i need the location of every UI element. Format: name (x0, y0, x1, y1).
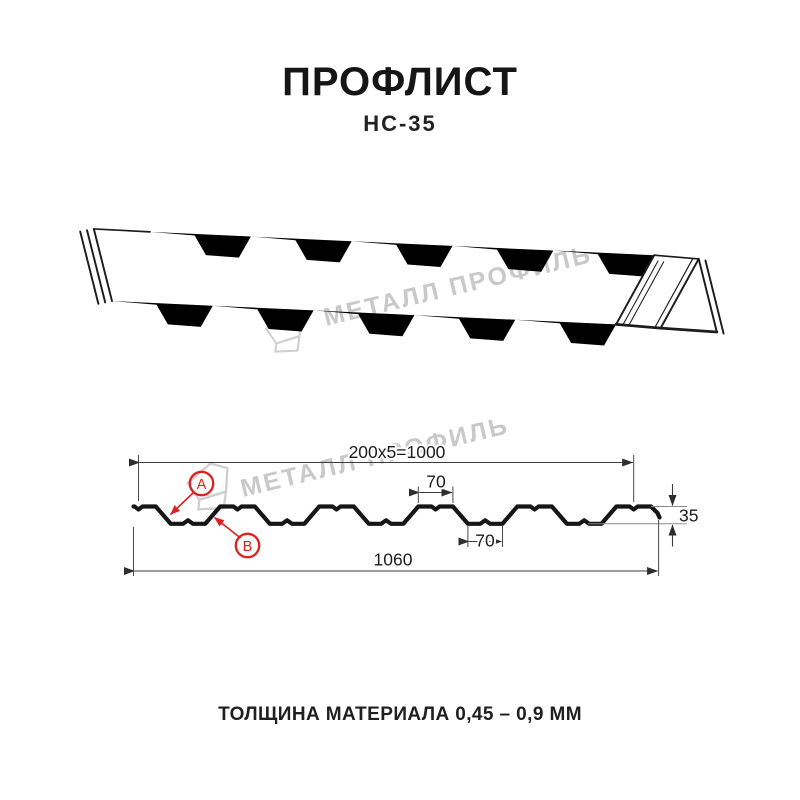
cross-section-drawing: 200x5=1000 70 70 35 1060 (124, 440, 700, 576)
marker-b-letter: B (243, 539, 253, 555)
marker-b: B (214, 516, 261, 559)
dimension-rib-top-width: 70 (408, 470, 454, 503)
dimension-label-overall-width: 1060 (374, 550, 413, 570)
dimension-height: 35 (588, 484, 700, 547)
dimension-label-rib-bottom-width: 70 (475, 531, 495, 551)
dimension-label-height: 35 (679, 506, 698, 526)
material-thickness-note: ТОЛЩИНА МАТЕРИАЛА 0,45 – 0,9 ММ (218, 704, 582, 725)
page-title: ПРОФЛИСТ (282, 60, 518, 104)
profiled-sheet-3d-drawing (79, 227, 725, 347)
profile-model-subtitle: НС-35 (363, 111, 437, 136)
marker-a: A (169, 470, 215, 516)
dimension-label-working-width: 200x5=1000 (349, 442, 446, 462)
cross-section-profile-line (131, 504, 662, 526)
dimension-label-rib-top-width: 70 (426, 472, 446, 492)
dimension-rib-bottom-width: 70 (458, 526, 503, 553)
dimension-overall-width: 1060 (124, 520, 660, 576)
dimension-working-width: 200x5=1000 (129, 440, 635, 502)
marker-a-letter: A (197, 477, 207, 493)
